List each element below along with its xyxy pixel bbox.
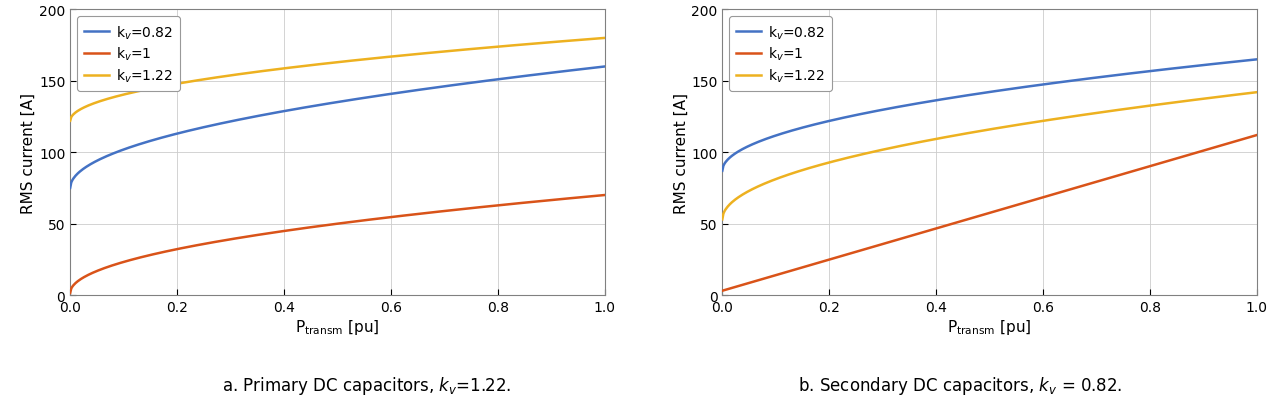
k$_v$=1.22 [380, 55, 396, 60]
k$_v$=0.82 [972, 92, 988, 97]
k$_v$=1 [316, 223, 332, 228]
k$_v$=0.82 [1032, 83, 1048, 88]
Line: k$_v$=1: k$_v$=1 [722, 136, 1257, 291]
k$_v$=1 [715, 289, 730, 294]
Legend: k$_v$=0.82, k$_v$=1, k$_v$=1.22: k$_v$=0.82, k$_v$=1, k$_v$=1.22 [77, 17, 180, 92]
k$_v$=1 [63, 291, 78, 296]
k$_v$=1.22 [500, 44, 516, 49]
k$_v$=1.22 [63, 119, 78, 124]
k$_v$=1.22 [1249, 90, 1265, 95]
Line: k$_v$=1: k$_v$=1 [70, 196, 605, 293]
k$_v$=0.82 [380, 93, 396, 97]
k$_v$=1 [352, 219, 367, 224]
k$_v$=0.82 [968, 92, 984, 97]
k$_v$=0.82 [1152, 68, 1168, 73]
Line: k$_v$=0.82: k$_v$=0.82 [722, 60, 1257, 171]
k$_v$=1.22 [972, 129, 988, 134]
k$_v$=1.22 [597, 36, 612, 41]
k$_v$=1.22 [316, 62, 332, 67]
Y-axis label: RMS current [A]: RMS current [A] [22, 93, 36, 213]
k$_v$=0.82 [319, 102, 334, 107]
Text: a. Primary DC capacitors, $k_v$=1.22.: a. Primary DC capacitors, $k_v$=1.22. [222, 375, 512, 396]
k$_v$=0.82 [352, 97, 367, 102]
k$_v$=0.82 [1004, 87, 1020, 92]
k$_v$=1.22 [715, 217, 730, 222]
Y-axis label: RMS current [A]: RMS current [A] [674, 93, 688, 213]
k$_v$=1.22 [1032, 119, 1048, 124]
k$_v$=1.22 [319, 62, 334, 66]
k$_v$=1 [500, 202, 516, 207]
k$_v$=1 [968, 215, 984, 220]
k$_v$=0.82 [584, 66, 600, 71]
X-axis label: P$_{\rm transm}$ [pu]: P$_{\rm transm}$ [pu] [295, 317, 380, 336]
k$_v$=1 [319, 223, 334, 228]
k$_v$=1 [597, 193, 612, 198]
k$_v$=1 [1152, 161, 1168, 166]
k$_v$=1.22 [584, 37, 600, 42]
Line: k$_v$=1.22: k$_v$=1.22 [722, 93, 1257, 220]
k$_v$=0.82 [500, 76, 516, 81]
k$_v$=1.22 [352, 58, 367, 63]
k$_v$=1 [1032, 196, 1048, 201]
k$_v$=0.82 [1249, 58, 1265, 63]
k$_v$=1.22 [1236, 92, 1252, 97]
k$_v$=1.22 [1152, 102, 1168, 107]
Line: k$_v$=1.22: k$_v$=1.22 [70, 39, 605, 121]
k$_v$=0.82 [597, 65, 612, 70]
Text: b. Secondary DC capacitors, $k_v$ = 0.82.: b. Secondary DC capacitors, $k_v$ = 0.82… [798, 375, 1123, 396]
k$_v$=0.82 [715, 169, 730, 174]
k$_v$=1 [1236, 137, 1252, 142]
X-axis label: P$_{\rm transm}$ [pu]: P$_{\rm transm}$ [pu] [947, 317, 1032, 336]
Line: k$_v$=0.82: k$_v$=0.82 [70, 67, 605, 188]
Legend: k$_v$=0.82, k$_v$=1, k$_v$=1.22: k$_v$=0.82, k$_v$=1, k$_v$=1.22 [730, 17, 832, 92]
k$_v$=0.82 [63, 186, 78, 191]
k$_v$=1 [972, 214, 988, 219]
k$_v$=0.82 [1236, 59, 1252, 64]
k$_v$=1.22 [1004, 124, 1020, 129]
k$_v$=1 [380, 216, 396, 221]
k$_v$=0.82 [316, 102, 332, 107]
k$_v$=1 [1249, 133, 1265, 138]
k$_v$=1 [1004, 204, 1020, 209]
k$_v$=1 [584, 194, 600, 199]
k$_v$=1.22 [968, 130, 984, 135]
